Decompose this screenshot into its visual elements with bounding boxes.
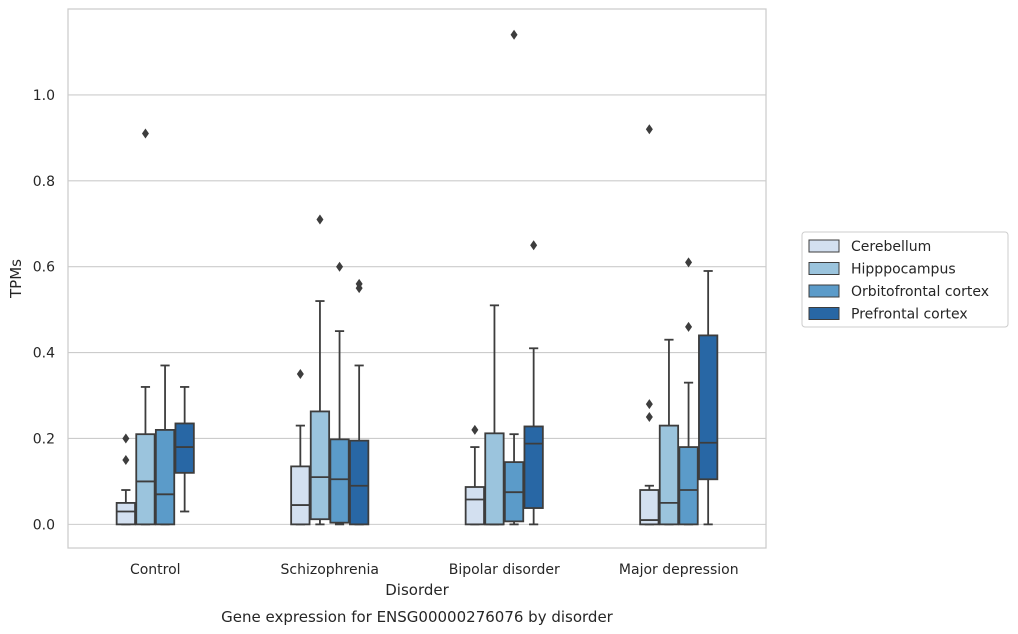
box-group <box>309 214 331 526</box>
outlier-point <box>530 240 538 251</box>
x-axis-label: Disorder <box>385 581 449 599</box>
legend-label: Orbitofrontal cortex <box>851 284 989 300</box>
legend-label: Hipppocampus <box>851 262 956 278</box>
outlier-point <box>355 278 363 289</box>
outlier-point <box>122 454 130 465</box>
box-group <box>698 270 719 526</box>
box <box>464 486 485 526</box>
plot-frame <box>67 8 767 549</box>
box <box>678 446 699 526</box>
legend-swatch <box>808 307 840 320</box>
box <box>639 489 660 526</box>
box-layer <box>115 29 719 526</box>
outlier-point <box>336 261 344 272</box>
box-group <box>484 304 505 526</box>
legend: Cerebellum Hipppocampus Orbitofrontal cort… <box>801 231 1009 328</box>
legend-label: Prefrontal cortex <box>851 307 968 323</box>
x-tick-label: Bipolar disorder <box>449 562 560 578</box>
outlier-point <box>296 369 304 380</box>
box <box>115 502 136 526</box>
outlier-point <box>685 257 693 268</box>
outlier-point <box>141 128 149 139</box>
box-group <box>115 433 136 526</box>
legend-swatch <box>808 284 840 298</box>
outlier-point <box>685 321 693 332</box>
box-group <box>135 128 156 526</box>
box <box>154 428 176 526</box>
y-tick-label: 1.0 <box>33 88 55 104</box>
box-group <box>658 338 680 526</box>
outlier-point <box>471 424 479 435</box>
box <box>658 424 680 526</box>
outlier-point <box>645 124 653 135</box>
legend-frame <box>801 231 1009 328</box>
outlier-point <box>645 412 653 423</box>
box-group <box>523 240 544 526</box>
box-group <box>639 124 660 526</box>
box-group <box>349 278 370 526</box>
box-group <box>503 29 525 526</box>
y-tick-label: 0.2 <box>33 431 55 447</box>
box <box>484 432 505 526</box>
box-group <box>290 369 311 526</box>
box <box>523 425 544 509</box>
y-axis-label: TPMs <box>7 259 25 299</box>
outlier-point <box>645 399 653 410</box>
legend-item: Hipppocampus <box>808 262 956 278</box>
chart-caption: Gene expression for ENSG00000276076 by d… <box>221 608 614 626</box>
x-tick-label: Control <box>130 562 181 578</box>
outlier-point <box>316 214 324 225</box>
box <box>309 410 331 521</box>
outlier-point <box>510 29 518 40</box>
box <box>329 438 350 524</box>
legend-swatch <box>808 239 840 253</box>
y-tick-label: 0.6 <box>33 260 55 276</box>
box <box>349 439 370 526</box>
y-tick-labels: 0.0 0.2 0.4 0.6 0.8 1.0 <box>33 88 55 533</box>
box-group <box>154 364 176 526</box>
box <box>698 334 719 481</box>
box <box>290 465 311 526</box>
legend-label: Cerebellum <box>851 239 931 255</box>
box <box>135 433 156 526</box>
y-tick-label: 0.8 <box>33 174 55 190</box>
y-tick-label: 0.0 <box>33 517 55 533</box>
box-group <box>174 386 195 513</box>
legend-item: Prefrontal cortex <box>808 307 968 323</box>
legend-swatch <box>808 262 840 275</box>
outlier-point <box>122 433 130 444</box>
box-group <box>678 257 699 526</box>
box <box>174 422 195 474</box>
legend-item: Orbitofrontal cortex <box>808 284 989 300</box>
x-tick-label: Schizophrenia <box>281 562 379 578</box>
x-tick-labels: Control Schizophrenia Bipolar disorder Majo… <box>130 562 739 578</box>
box-group <box>329 261 350 526</box>
box-group <box>464 424 485 526</box>
legend-item: Cerebellum <box>808 239 931 255</box>
x-tick-label: Major depression <box>619 562 739 578</box>
y-tick-label: 0.4 <box>33 346 55 362</box>
